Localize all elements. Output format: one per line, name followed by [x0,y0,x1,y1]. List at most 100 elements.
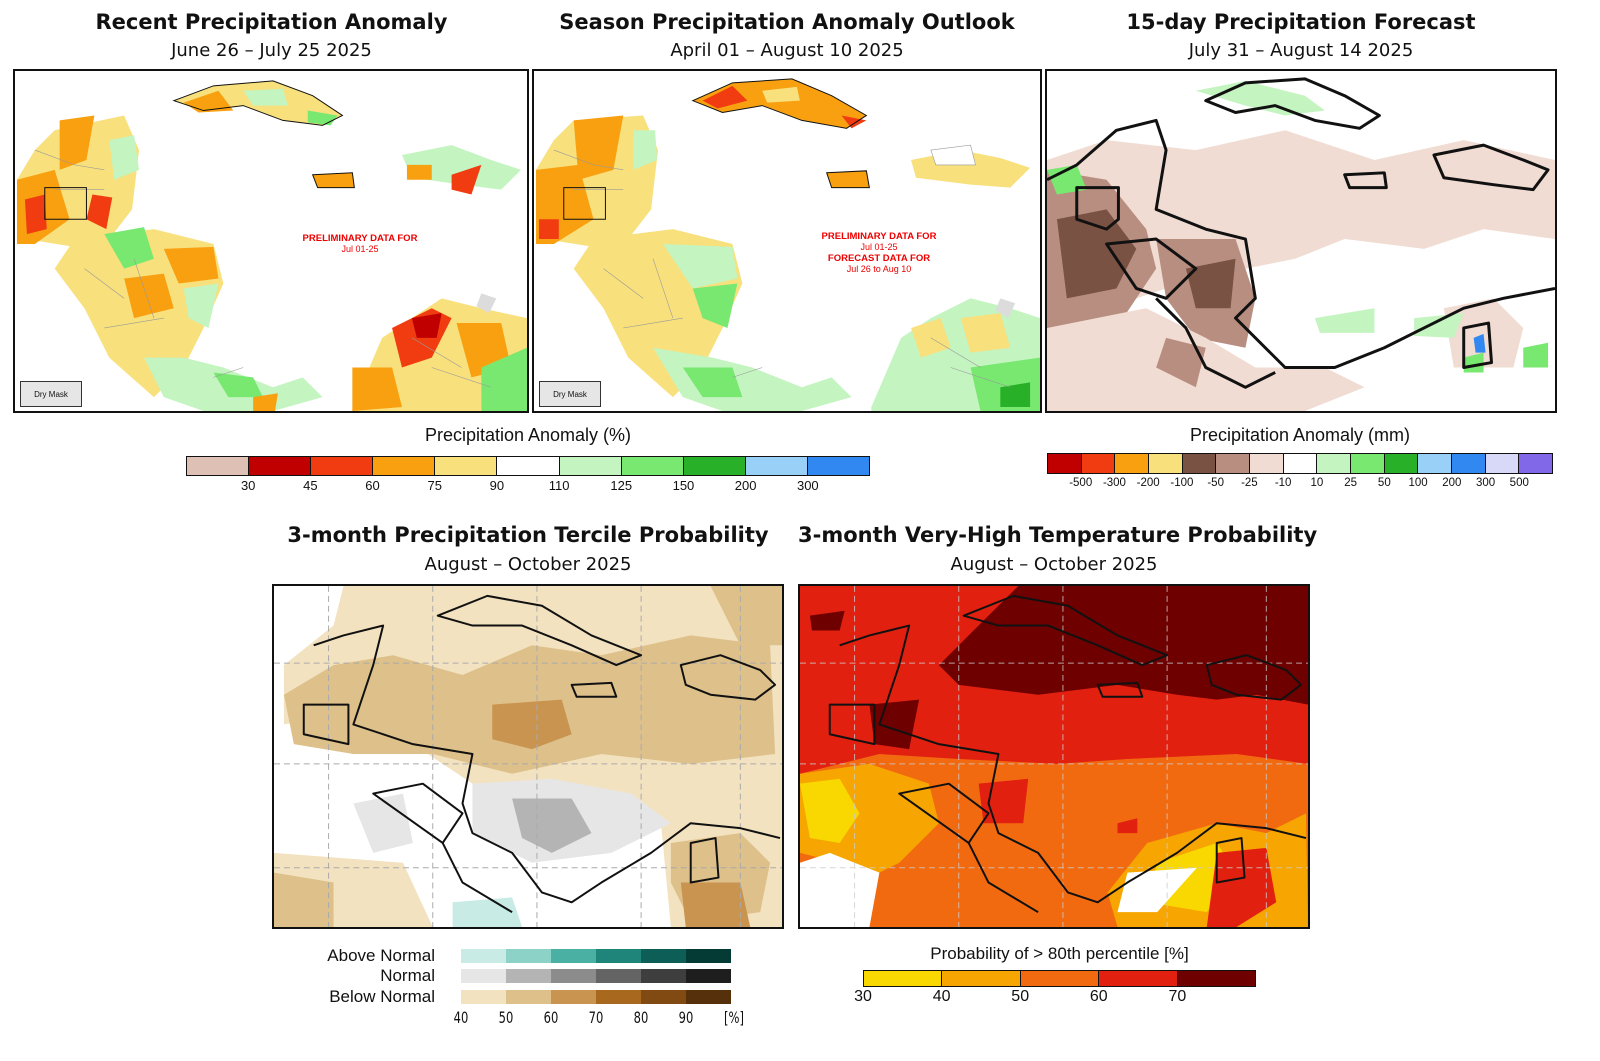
legend-swatch [807,457,870,475]
legend-swatch [596,990,641,1004]
legend-tercile-row [461,990,731,1004]
legend-tick-label: -25 [1241,477,1258,489]
legend-tick-label: -200 [1136,477,1160,489]
legend-swatch [1115,454,1150,473]
legend-tick-label: -10 [1274,477,1292,489]
legend-pct-title: Precipitation Anomaly (%) [424,425,632,445]
legend-swatch [686,949,731,963]
legend-tercile-row-label: Normal [380,966,435,985]
legend-swatch [683,457,746,475]
tercile-panel-title: 3-month Precipitation Tercile Probabilit… [287,523,769,547]
legend-swatch [1216,454,1251,473]
legend-tick-label: 40 [932,988,951,1005]
forecast15-panel-subtitle: July 31 – August 14 2025 [1188,40,1414,61]
legend-swatch [551,990,596,1004]
legend-swatch [311,457,374,475]
legend-swatch [641,990,686,1004]
legend-tercile-row [461,949,731,963]
legend-tick-label: 50 [1011,988,1030,1005]
temperature-map-graphic [800,586,1308,927]
legend-tick-label: -100 [1170,477,1194,489]
legend-swatch [1099,971,1178,986]
legend-swatch [596,969,641,983]
legend-tick-label: 110 [548,478,570,493]
season-panel-subtitle: April 01 – August 10 2025 [670,40,904,61]
legend-tick-label: 80 [633,1008,649,1027]
legend-swatch [1250,454,1284,473]
legend-tick-label: 200 [1442,477,1462,489]
legend-swatch [1048,454,1082,473]
legend-tercile-row-label: Above Normal [327,946,435,965]
legend-tick-label: 60 [1089,988,1108,1005]
legend-swatch [641,969,686,983]
season-prelim-note: PRELIMINARY DATA FOR Jul 01-25 FORECAST … [804,231,954,275]
legend-swatch [551,949,596,963]
legend-swatch [1452,454,1486,473]
legend-tick-label: -300 [1102,477,1126,489]
forecast15-panel-title: 15-day Precipitation Forecast [1126,10,1476,34]
legend-swatch [559,457,622,475]
legend-swatch [942,971,1021,986]
legend-tick-label: 125 [610,478,633,493]
legend-swatch [1149,454,1183,473]
legend-tick-label: 60 [365,478,380,493]
legend-tick-label: 30 [240,478,256,493]
tercile-map [272,584,784,929]
legend-tick-label: 50 [498,1008,514,1027]
legend-swatch [461,969,506,983]
legend-tick-label: 150 [672,478,695,493]
legend-swatch [461,990,506,1004]
legend-mm-title: Precipitation Anomaly (mm) [1189,425,1411,445]
legend-tick-label: 30 [854,988,872,1005]
legend-swatch [497,457,560,475]
legend-swatch [1485,454,1520,473]
legend-swatch [1020,971,1100,986]
legend-tick-label: 70 [588,1008,604,1027]
legend-tick-label: 70 [1168,988,1187,1005]
legend-swatch [461,949,506,963]
legend-tick-label: 75 [427,478,442,493]
legend-swatch [621,457,684,475]
legend-swatch [1418,454,1453,473]
temperature-panel-title: 3-month Very-High Temperature Probabilit… [798,523,1318,547]
legend-pct-colorbar [186,456,870,476]
season-forecast-label: FORECAST DATA FOR [827,253,931,264]
season-panel-title: Season Precipitation Anomaly Outlook [559,10,1015,34]
season-outlook-map-graphic [535,78,1040,411]
legend-swatch [1177,971,1256,986]
legend-swatch [745,457,808,475]
season-outlook-map: PRELIMINARY DATA FOR Jul 01-25 FORECAST … [532,69,1042,413]
legend-swatch [506,990,551,1004]
legend-swatch [551,969,596,983]
recent-prelim-dates: Jul 01-25 [341,244,379,254]
legend-tick-label: -50 [1207,477,1224,489]
tercile-panel-subtitle: August – October 2025 [424,554,632,575]
legend-tick-label: 10 [1310,477,1324,489]
legend-swatch [1317,454,1352,473]
legend-tick-label: 25 [1344,477,1357,489]
temperature-map [798,584,1310,929]
legend-tick-label: 40 [453,1008,469,1027]
legend-tick-label: 100 [1408,477,1428,489]
legend-mm-colorbar [1047,453,1553,474]
legend-swatch [1384,454,1419,473]
legend-swatch [1519,454,1553,473]
legend-temp-colorbar [863,970,1256,987]
recent-prelim-label: PRELIMINARY DATA FOR [302,233,418,244]
legend-tick-label: 60 [543,1008,559,1027]
legend-tercile-row [461,969,731,983]
tercile-map-graphic [274,586,782,927]
legend-tick-label: 300 [796,478,819,493]
legend-swatch [864,971,943,986]
recent-panel-subtitle: June 26 – July 25 2025 [171,40,372,61]
season-dry-mask-key: Dry Mask [539,381,601,407]
legend-swatch [435,457,498,475]
legend-swatch [596,949,641,963]
season-prelim-dates: Jul 01-25 [860,242,898,252]
legend-tick-label: [%] [724,1008,744,1027]
legend-tercile-row-label: Below Normal [329,987,435,1006]
forecast15-map-graphic [1047,71,1555,411]
season-prelim-label: PRELIMINARY DATA FOR [821,231,937,242]
legend-swatch [1182,454,1217,473]
legend-tick-label: 90 [678,1008,694,1027]
